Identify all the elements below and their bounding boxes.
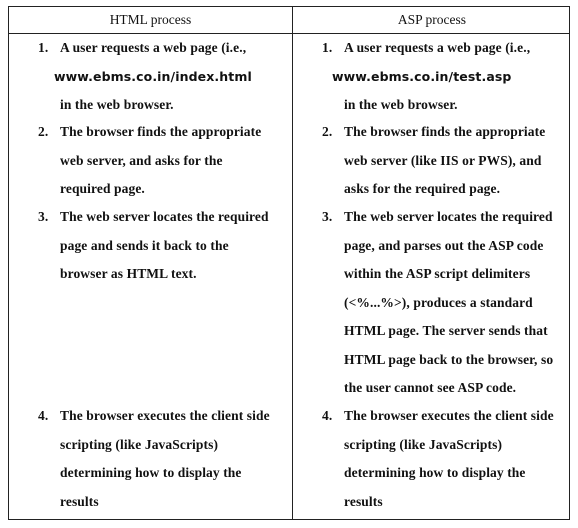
header-divider [9,33,569,34]
step-text-line: within the ASP script delimiters [344,266,531,281]
step-text-line: page, and parses out the ASP code [344,237,544,253]
step-text-line: The browser finds the appropriate [344,124,546,139]
step-number: 2. [38,124,49,139]
step-text-line: web server (like IIS or PWS), and [344,152,542,168]
step-text-line: scripting (like JavaScripts) [60,436,219,452]
step-text-line: determining how to display the [60,465,242,480]
step-text-line: the user cannot see ASP code. [344,380,517,395]
step-number: 3. [38,209,49,224]
step-number: 4. [322,408,333,423]
step-text-line: in the web browser. [344,97,458,112]
step-text-line: results [60,493,99,509]
step-text-line: determining how to display the [344,465,526,480]
process-comparison-table: HTML process ASP process 1. A user reque… [8,6,570,520]
step-number: 1. [38,40,49,55]
step-url: www.ebms.co.in/test.asp [332,68,512,84]
asp-process-header: ASP process [397,12,467,27]
asp-step-4: 4. The browser executes the client side … [322,402,567,516]
step-number: 4. [38,408,49,423]
asp-step-3: 3. The web server locates the required p… [322,203,567,403]
step-text-line: A user requests a web page (i.e., [60,40,247,55]
step-text-line: browser as HTML text. [60,266,197,281]
step-text-line: The browser executes the client side [60,408,270,423]
step-text-line: A user requests a web page (i.e., [344,40,531,55]
step-number: 2. [322,124,333,139]
step-text-line: The browser finds the appropriate [60,124,262,139]
html-step-2: 2. The browser finds the appropriate web… [38,118,288,204]
step-text-line: required page. [60,181,145,196]
step-text-line: The browser executes the client side [344,408,554,423]
html-step-3: 3. The web server locates the required p… [38,203,288,289]
step-text-line: The web server locates the required [344,209,553,224]
asp-step-2: 2. The browser finds the appropriate web… [322,118,567,204]
step-text-line: HTML page. The server sends that [344,323,548,338]
html-process-header: HTML process [109,12,192,27]
step-url: www.ebms.co.in/index.html [54,68,252,84]
html-step-1: 1. A user requests a web page (i.e., www… [38,34,288,120]
step-text-line: (<%...%>), produces a standard [344,294,533,310]
step-text-line: page and sends it back to the [60,237,229,253]
step-number: 1. [322,40,333,55]
step-text-line: The web server locates the required [60,209,269,224]
step-text-line: scripting (like JavaScripts) [344,436,503,452]
step-text-line: in the web browser. [60,97,174,112]
column-divider [292,7,293,519]
step-text-line: web server, and asks for the [60,152,223,168]
step-text-line: results [344,493,383,509]
asp-step-1: 1. A user requests a web page (i.e., www… [322,34,567,120]
step-text-line: HTML page back to the browser, so [344,351,554,367]
step-text-line: asks for the required page. [344,181,501,196]
step-number: 3. [322,209,333,224]
html-step-4: 4. The browser executes the client side … [38,402,288,516]
